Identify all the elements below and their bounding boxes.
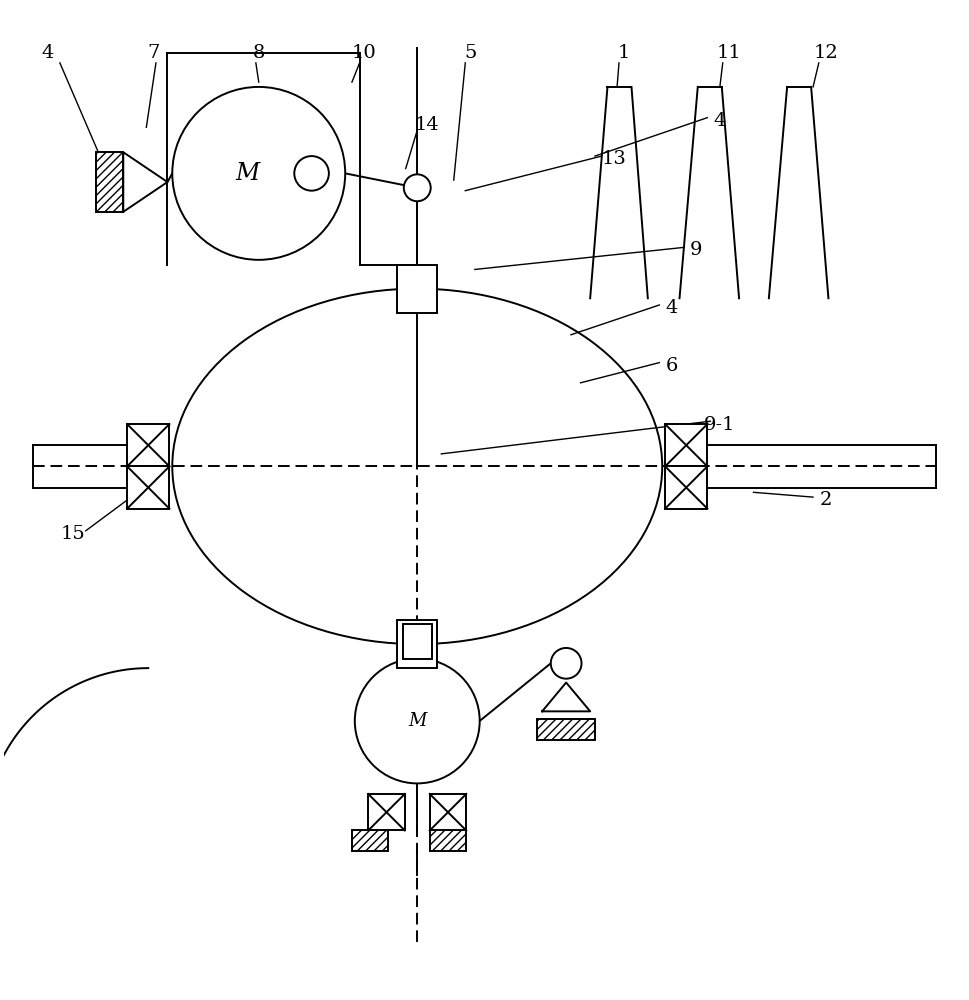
Text: 12: 12 — [813, 44, 838, 62]
Text: M: M — [235, 162, 260, 185]
Text: 14: 14 — [415, 116, 439, 134]
Circle shape — [355, 659, 480, 783]
Text: 4: 4 — [42, 44, 53, 62]
Text: 13: 13 — [602, 150, 627, 168]
Bar — [368, 794, 405, 830]
Bar — [397, 265, 437, 313]
Circle shape — [550, 648, 581, 679]
Text: 4: 4 — [714, 112, 726, 130]
Text: 4: 4 — [666, 299, 678, 317]
Bar — [127, 466, 170, 509]
Text: M: M — [408, 712, 426, 730]
Text: 1: 1 — [617, 44, 630, 62]
Circle shape — [404, 174, 430, 201]
Text: 6: 6 — [666, 357, 678, 375]
Bar — [352, 830, 389, 851]
Circle shape — [295, 156, 328, 191]
Bar — [665, 466, 707, 509]
Text: 9: 9 — [690, 241, 703, 259]
Text: 8: 8 — [253, 44, 265, 62]
Circle shape — [172, 87, 345, 260]
Bar — [429, 830, 466, 851]
Bar — [429, 794, 466, 830]
Bar — [397, 620, 437, 668]
Bar — [127, 424, 170, 466]
Bar — [538, 719, 595, 740]
Text: 15: 15 — [61, 525, 85, 543]
Bar — [96, 152, 123, 212]
Bar — [665, 424, 707, 466]
Text: 7: 7 — [147, 44, 159, 62]
Text: 9-1: 9-1 — [704, 416, 735, 434]
Bar — [403, 624, 431, 659]
Text: 10: 10 — [352, 44, 377, 62]
Text: 2: 2 — [820, 491, 831, 509]
Text: 11: 11 — [717, 44, 742, 62]
Text: 5: 5 — [464, 44, 477, 62]
